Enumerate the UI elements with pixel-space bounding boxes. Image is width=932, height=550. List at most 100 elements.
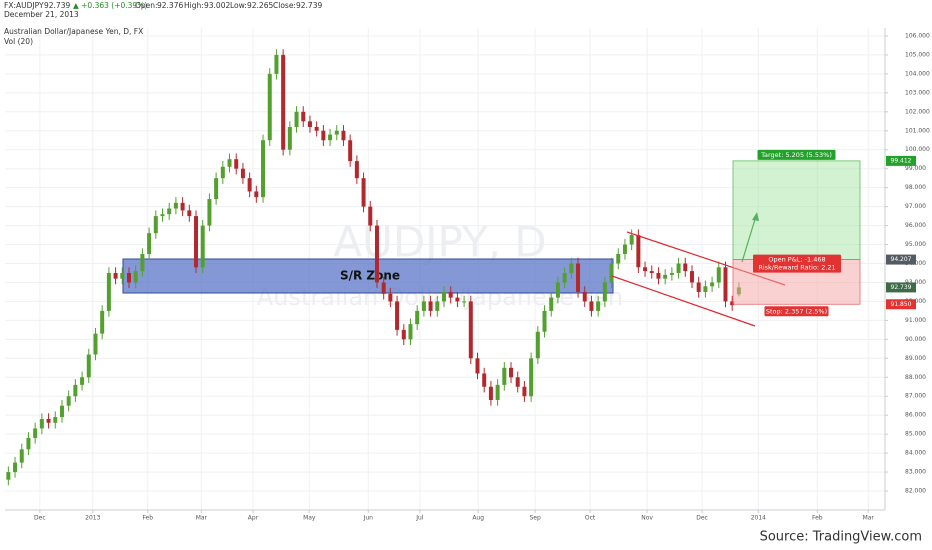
- candle-body: [227, 159, 232, 167]
- candle-body: [683, 263, 688, 272]
- candle-body: [187, 210, 192, 217]
- x-tick-label: Aug: [472, 515, 484, 522]
- candle-body: [39, 418, 44, 429]
- candle-body: [287, 126, 292, 150]
- x-tick-label: Mar: [863, 515, 875, 522]
- candle-body: [247, 178, 252, 192]
- candle-body: [582, 291, 587, 302]
- candle-body: [194, 216, 199, 268]
- candle-body: [542, 310, 547, 332]
- y-tick-label: 95.000: [905, 241, 926, 248]
- candle-body: [220, 166, 225, 179]
- candle-body: [468, 301, 473, 359]
- candle-body: [120, 272, 125, 279]
- candle-body: [167, 208, 172, 215]
- candle-body: [515, 377, 520, 387]
- candle-body: [113, 272, 118, 279]
- candle-body: [616, 254, 621, 264]
- high-label: High:: [184, 1, 204, 10]
- study-label: Vol (20): [4, 37, 33, 46]
- candle-body: [100, 310, 105, 334]
- candle-body: [106, 272, 111, 311]
- x-tick-label: Dec: [34, 515, 46, 522]
- y-tick-label: 102.000: [905, 108, 930, 115]
- candle-body: [307, 121, 312, 127]
- entry-price-box: [886, 254, 916, 265]
- candle-body: [576, 263, 581, 292]
- source: Source: TradingView.com: [760, 530, 922, 545]
- candle-body: [26, 437, 31, 450]
- channel-bottom: [611, 275, 756, 327]
- candle-body: [669, 272, 674, 275]
- stop-price: 91.850: [891, 301, 912, 308]
- candle-body: [13, 462, 18, 473]
- candle-body: [723, 267, 728, 302]
- candle-body: [374, 225, 379, 283]
- candles: [6, 49, 741, 486]
- candle-body: [663, 274, 668, 279]
- candle-body: [33, 428, 38, 438]
- candle-body: [314, 126, 319, 131]
- target-price-box: [886, 155, 916, 166]
- y-tick-label: 105.000: [905, 51, 930, 58]
- y-tick-label: 96.000: [905, 222, 926, 229]
- candle-body: [267, 73, 272, 141]
- y-tick-label: 85.000: [905, 431, 926, 438]
- x-tick-label: Apr: [248, 515, 259, 522]
- candle-body: [629, 235, 634, 245]
- candle-body: [261, 140, 266, 198]
- candle-body: [126, 272, 131, 283]
- high-value: 93.002: [204, 1, 230, 10]
- candle-body: [53, 417, 58, 423]
- x-tick-label: May: [303, 515, 316, 522]
- stop-price-box: [886, 299, 916, 310]
- candle-body: [482, 373, 487, 387]
- target-price: 99.412: [891, 157, 912, 164]
- candle-body: [622, 244, 627, 255]
- candle-body: [475, 358, 480, 374]
- candle-body: [555, 282, 560, 298]
- pnl-label: Open P&L: -1.468: [768, 256, 825, 264]
- candle-body: [86, 354, 91, 378]
- candle-body: [522, 386, 527, 397]
- candle-body: [368, 206, 373, 226]
- y-tick-label: 106.000: [905, 32, 930, 39]
- candle-body: [147, 233, 152, 255]
- x-tick-label: Nov: [641, 515, 653, 522]
- candle-body: [214, 178, 219, 200]
- candle-body: [180, 202, 185, 211]
- y-tick-label: 97.000: [905, 203, 926, 210]
- candle-body: [93, 333, 98, 355]
- open-value: 92.376: [157, 1, 183, 10]
- x-tick-label: 2014: [751, 515, 766, 522]
- arrow-head: [752, 212, 759, 221]
- y-tick-label: 88.000: [905, 374, 926, 381]
- x-tick-label: Jun: [363, 515, 374, 522]
- candle-body: [609, 263, 614, 283]
- y-tick-label: 101.000: [905, 127, 930, 134]
- arrow: [741, 212, 759, 263]
- candle-body: [207, 199, 212, 226]
- candle-body: [19, 449, 24, 463]
- candle-body: [649, 271, 654, 273]
- candle-body: [448, 291, 453, 298]
- candle-body: [348, 140, 353, 162]
- y-tick-label: 82.000: [905, 488, 926, 495]
- candle-body: [140, 254, 145, 272]
- candle-body: [361, 178, 366, 207]
- candle-body: [441, 291, 446, 302]
- candle-body: [502, 367, 507, 385]
- candle-body: [321, 130, 326, 141]
- candle-body: [549, 297, 554, 311]
- y-tick-label: 103.000: [905, 89, 930, 96]
- candle-body: [401, 329, 406, 340]
- candle-body: [200, 225, 205, 268]
- candle-body: [455, 297, 460, 302]
- x-tick-label: Mar: [196, 515, 208, 522]
- open-label: Open:: [135, 1, 158, 10]
- candle-body: [240, 168, 245, 179]
- y-tick-label: 86.000: [905, 412, 926, 419]
- candle-body: [6, 472, 11, 480]
- candle-body: [354, 161, 359, 179]
- candle-body: [656, 272, 661, 279]
